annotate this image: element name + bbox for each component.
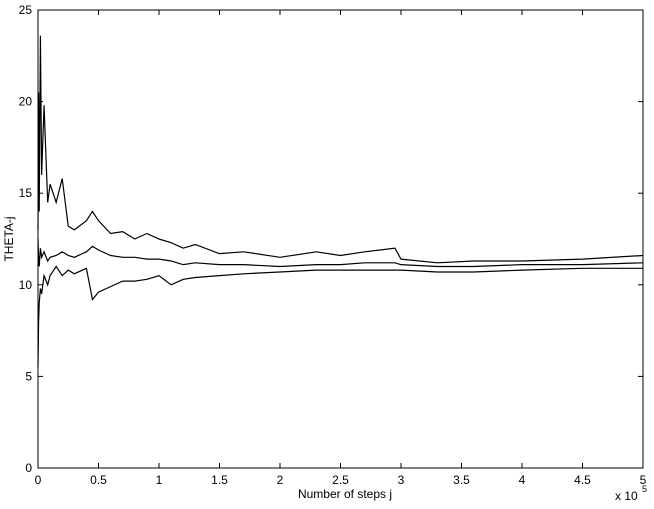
x-tick-label: 3 <box>398 473 405 487</box>
x-tick-label: 0 <box>35 473 42 487</box>
x-multiplier: x 10 <box>615 489 638 503</box>
x-tick-label: 1 <box>156 473 163 487</box>
plot-frame <box>37 9 644 469</box>
x-tick-label: 5 <box>640 473 647 487</box>
x-tick-label: 2.5 <box>332 473 349 487</box>
data-line <box>37 35 644 264</box>
x-tick-label: 1.5 <box>211 473 228 487</box>
data-line <box>37 265 643 368</box>
x-tick-label: 4.5 <box>574 473 591 487</box>
x-tick-label: 0.5 <box>90 473 107 487</box>
y-axis-label: THETA-j <box>2 216 16 261</box>
y-tick-label: 10 <box>19 278 33 292</box>
y-tick-label: 5 <box>25 369 32 383</box>
data-line <box>37 238 644 268</box>
y-tick-label: 25 <box>19 3 33 17</box>
x-tick-label: 3.5 <box>453 473 470 487</box>
y-tick-label: 20 <box>19 95 33 109</box>
y-tick-label: 15 <box>19 186 33 200</box>
x-tick-label: 2 <box>277 473 284 487</box>
x-multiplier-exponent: 5 <box>642 484 647 494</box>
x-tick-label: 4 <box>519 473 526 487</box>
x-axis-label: Number of steps j <box>298 487 392 501</box>
y-tick-label: 0 <box>25 461 32 475</box>
